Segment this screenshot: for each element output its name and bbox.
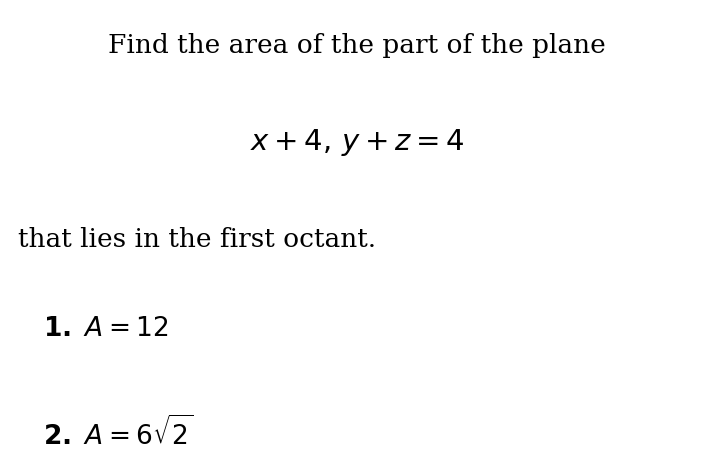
Text: $\mathbf{1.}$ $A = 12$: $\mathbf{1.}$ $A = 12$	[43, 316, 168, 341]
Text: $x + 4,\, y + z = 4$: $x + 4,\, y + z = 4$	[250, 127, 464, 159]
Text: Find the area of the part of the plane: Find the area of the part of the plane	[108, 33, 606, 58]
Text: $\mathbf{2.}$ $A = 6\sqrt{2}$: $\mathbf{2.}$ $A = 6\sqrt{2}$	[43, 415, 193, 450]
Text: that lies in the first octant.: that lies in the first octant.	[18, 227, 376, 252]
